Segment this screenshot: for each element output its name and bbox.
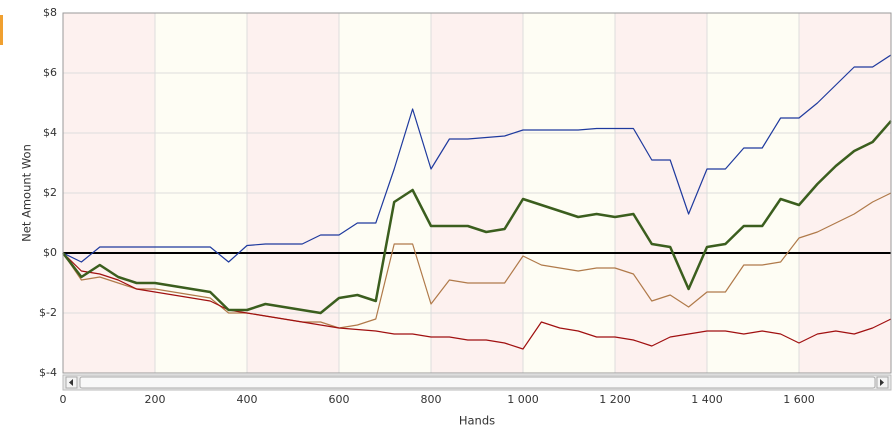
- series-line: [62, 120, 892, 315]
- x-tick-label: 1 000: [507, 393, 539, 406]
- x-tick-label: 200: [145, 393, 166, 406]
- y-tick-label: $2: [43, 186, 57, 199]
- x-tick-label: 1 200: [599, 393, 631, 406]
- series-line: [62, 192, 892, 329]
- y-tick-label: $8: [43, 6, 57, 19]
- y-tick-label: $0: [43, 246, 57, 259]
- scroll-thumb[interactable]: [79, 376, 876, 389]
- y-tick-label: $4: [43, 126, 57, 139]
- scrollbar[interactable]: [62, 374, 892, 391]
- lines: [62, 54, 892, 350]
- y-tick-label: $-2: [39, 306, 57, 319]
- side-marker: [0, 15, 3, 45]
- series-line: [62, 54, 892, 263]
- y-axis-title: Net Amount Won: [20, 144, 34, 242]
- x-axis-title: Hands: [459, 414, 495, 428]
- plot-frame: [62, 12, 892, 374]
- x-tick-label: 1 400: [691, 393, 723, 406]
- y-tick-label: $-4: [39, 366, 57, 379]
- scroll-right-arrow: [880, 379, 884, 386]
- x-tick-label: 0: [60, 393, 67, 406]
- x-tick-label: 400: [237, 393, 258, 406]
- scroll-left-arrow: [69, 379, 73, 386]
- x-tick-label: 1 600: [783, 393, 815, 406]
- x-tick-label: 600: [329, 393, 350, 406]
- y-tick-label: $6: [43, 66, 57, 79]
- series-line: [62, 252, 892, 350]
- x-tick-label: 800: [421, 393, 442, 406]
